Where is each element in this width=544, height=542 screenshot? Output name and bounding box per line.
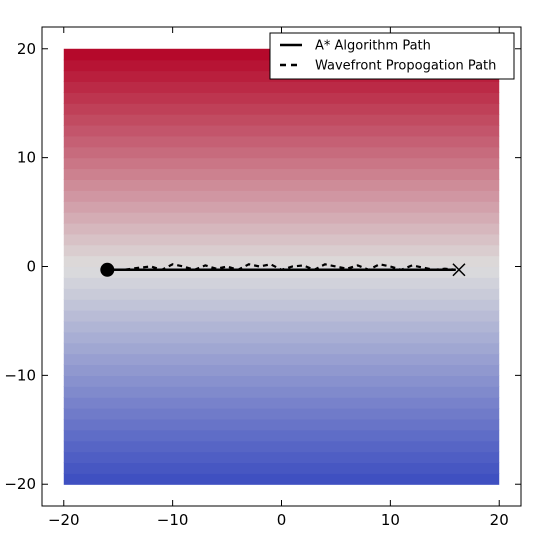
goal-marker-stroke <box>452 263 466 277</box>
heatmap-band <box>63 124 500 137</box>
heatmap-band <box>63 135 500 148</box>
heatmap-band <box>63 288 500 300</box>
x-tick-label: 10 <box>381 511 400 529</box>
legend: A* Algorithm Path Wavefront Propogation … <box>269 32 515 80</box>
y-tick-label: 20 <box>17 40 36 58</box>
heatmap-band <box>63 233 500 246</box>
heatmap-band <box>63 331 500 344</box>
heatmap-band <box>63 103 500 115</box>
start-point-marker <box>100 262 115 277</box>
heatmap-band <box>63 353 500 366</box>
heatmap-band <box>63 190 500 202</box>
x-tick-label: −10 <box>157 511 189 529</box>
legend-label-astar: A* Algorithm Path <box>315 39 431 54</box>
heatmap-band <box>63 277 500 289</box>
heatmap-band <box>63 201 500 213</box>
heatmap-band <box>63 440 500 453</box>
heatmap-band <box>63 114 500 126</box>
heatmap-band <box>63 92 500 104</box>
x-tick-label: 20 <box>490 511 509 529</box>
heatmap-band <box>63 386 500 398</box>
heatmap-band <box>63 266 500 278</box>
heatmap-band <box>63 222 500 235</box>
y-tick-label: −10 <box>4 366 36 384</box>
goal-point-marker <box>452 263 466 277</box>
heatmap-band <box>63 255 500 268</box>
path-markers <box>100 262 466 277</box>
x-tick-label: −20 <box>48 511 80 529</box>
x-tick-label: 0 <box>277 511 287 529</box>
heatmap-band <box>63 244 500 257</box>
heatmap-band <box>63 81 500 93</box>
legend-box <box>269 32 515 80</box>
heatmap <box>63 48 500 485</box>
wavefront-path-line <box>107 263 456 272</box>
heatmap-band <box>63 451 500 464</box>
heatmap-band <box>63 364 500 376</box>
y-tick-label: 10 <box>17 149 36 167</box>
heatmap-band <box>63 310 500 322</box>
heatmap-band <box>63 473 500 485</box>
heatmap-band <box>63 146 500 159</box>
heatmap-band <box>63 418 500 431</box>
heatmap-band <box>63 299 500 311</box>
path-series <box>107 263 456 272</box>
heatmap-band <box>63 375 500 387</box>
axis-ticks: −20 −10 0 10 20 −20 −10 0 10 20 <box>4 27 521 529</box>
heatmap-band <box>63 179 500 191</box>
heatmap-band <box>63 320 500 333</box>
heatmap-band <box>63 212 500 224</box>
y-tick-label: 0 <box>26 258 36 276</box>
heatmap-band <box>63 342 500 355</box>
heatmap-band <box>63 168 500 181</box>
heatmap-band <box>63 408 500 420</box>
heatmap-band <box>63 462 500 474</box>
legend-label-wavefront: Wavefront Propogation Path <box>315 59 496 74</box>
heatmap-band <box>63 397 500 409</box>
heatmap-band <box>63 157 500 170</box>
heatmap-band <box>63 429 500 442</box>
y-tick-label: −20 <box>4 475 36 493</box>
